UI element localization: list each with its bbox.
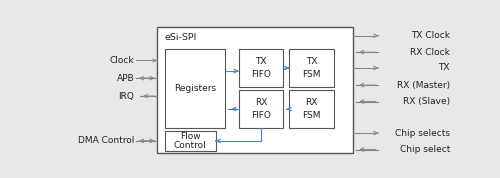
Bar [165,131,216,151]
Text: RX: RX [255,98,268,107]
Text: Flow: Flow [180,132,201,141]
Text: FSM: FSM [302,70,320,79]
Text: RX: RX [306,98,318,107]
Bar [158,27,353,153]
Bar [289,90,334,128]
Bar [165,49,225,128]
Bar [289,49,334,87]
Bar [239,90,284,128]
Bar [239,49,284,87]
Text: TX: TX [256,57,267,66]
Text: eSi-SPI: eSi-SPI [164,33,197,42]
Text: FSM: FSM [302,111,320,120]
Text: APB: APB [116,74,134,83]
Text: Clock: Clock [110,56,134,65]
Text: Registers: Registers [174,84,216,93]
Text: DMA Control: DMA Control [78,136,134,145]
Text: FIFO: FIFO [251,70,271,79]
Text: IRQ: IRQ [118,91,134,101]
Text: RX (Slave): RX (Slave) [403,97,450,106]
Text: FIFO: FIFO [251,111,271,120]
Text: TX Clock: TX Clock [411,31,450,40]
Text: Chip select: Chip select [400,145,450,154]
Text: RX Clock: RX Clock [410,48,450,57]
Text: Chip selects: Chip selects [395,129,450,138]
Text: Control: Control [174,141,207,150]
Text: TX: TX [438,64,450,72]
Text: RX (Master): RX (Master) [397,81,450,90]
Text: TX: TX [306,57,317,66]
